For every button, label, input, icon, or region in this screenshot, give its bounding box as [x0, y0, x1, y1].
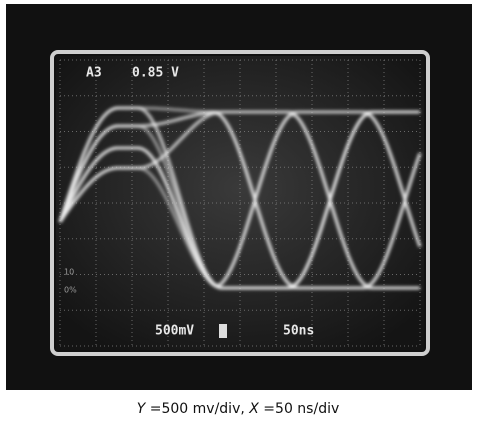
channel-label: A3 [86, 66, 102, 81]
eye-trace [58, 113, 420, 290]
eye-trace [58, 166, 420, 290]
marker-high: 10 [64, 268, 74, 277]
caption-x: X [248, 401, 259, 417]
graticule [59, 59, 421, 347]
caption-x-scale: =50 ns/div [259, 401, 339, 417]
volts-per-div: 500mV [155, 324, 194, 339]
eye-trace [58, 110, 420, 287]
level-label: 0.85 V [132, 66, 179, 81]
eye-traces [58, 106, 422, 290]
screen-bezel [50, 50, 430, 356]
trigger-icon [219, 324, 227, 338]
caption-y: Y [137, 401, 147, 417]
caption: Y =500 mv/div, X =50 ns/div [137, 401, 340, 417]
time-per-div: 50ns [283, 324, 314, 339]
caption-y-scale: =500 mv/div, [145, 401, 249, 417]
marker-low: 0% [64, 286, 77, 295]
